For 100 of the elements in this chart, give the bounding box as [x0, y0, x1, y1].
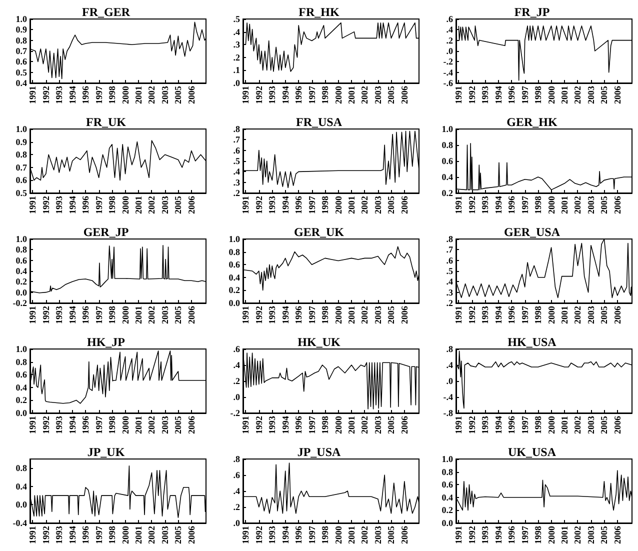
- y-tick-label: 0.5: [16, 67, 28, 78]
- x-tick-label: 2003: [160, 306, 170, 324]
- x-tick-label: 2002: [572, 306, 583, 324]
- x-tick-label: 2006: [612, 416, 622, 434]
- x-tick-label: 2005: [599, 86, 610, 104]
- x-tick-label: 1994: [280, 526, 290, 544]
- x-tick-label: 2002: [146, 416, 157, 434]
- x-tick-label: 1991: [454, 306, 464, 324]
- y-tick-label: .4: [446, 276, 454, 287]
- x-tick-label: 1993: [480, 306, 490, 324]
- chart-title: FR_HK: [298, 5, 340, 19]
- y-tick-label: .2: [446, 298, 454, 308]
- x-tick-label: 2002: [572, 416, 583, 434]
- y-tick-label: -0.4: [12, 518, 28, 528]
- x-tick-label: 1998: [320, 306, 330, 324]
- x-tick-label: 2000: [546, 86, 556, 104]
- x-tick-label: 1992: [466, 86, 477, 104]
- x-tick-label: 1996: [506, 306, 517, 324]
- x-tick-label: 1992: [254, 196, 264, 214]
- x-tick-label: 1994: [280, 86, 290, 104]
- x-tick-label: 2005: [173, 196, 184, 214]
- x-tick-label: 1994: [280, 196, 290, 214]
- x-tick-label: 1998: [320, 196, 330, 214]
- y-tick-label: .4: [233, 360, 240, 370]
- x-tick-label: 1997: [306, 196, 317, 214]
- x-tick-label: 1997: [520, 306, 530, 324]
- x-tick-label: 1993: [267, 306, 278, 324]
- y-tick-label: 1.0: [16, 234, 28, 244]
- x-tick-label: 1997: [306, 526, 317, 544]
- line-series: [30, 22, 206, 80]
- chart-title: HK_JP: [87, 335, 125, 349]
- x-tick-label: 2005: [173, 526, 184, 544]
- y-tick-label: 1.0: [16, 124, 28, 134]
- y-tick-label: .3: [446, 287, 454, 298]
- x-tick-label: 2002: [146, 196, 157, 214]
- x-tick-label: 1992: [40, 526, 51, 544]
- x-tick-label: 2001: [134, 196, 144, 214]
- x-tick-label: 2001: [560, 526, 570, 544]
- x-tick-label: 2002: [572, 86, 583, 104]
- y-tick-label: 0.7: [16, 162, 28, 172]
- y-tick-label: 1.0: [228, 234, 240, 244]
- x-tick-label: 1991: [28, 86, 38, 104]
- x-tick-label: 1997: [306, 306, 317, 324]
- x-tick-label: 2005: [173, 306, 184, 324]
- chart-title: JP_USA: [297, 445, 341, 459]
- x-tick-label: 1991: [28, 196, 38, 214]
- y-tick-label: 0.4: [16, 78, 28, 88]
- x-tick-label: 2003: [586, 196, 596, 214]
- x-tick-label: 2005: [173, 416, 184, 434]
- x-tick-label: 2001: [134, 306, 144, 324]
- x-tick-label: 2001: [134, 86, 144, 104]
- y-tick-label: .5: [233, 14, 240, 24]
- x-tick-label: 1991: [28, 416, 38, 434]
- x-tick-label: 1996: [294, 526, 304, 544]
- x-tick-label: 2002: [146, 526, 157, 544]
- y-tick-label: .0: [233, 518, 240, 528]
- x-tick-label: 1996: [506, 86, 517, 104]
- x-tick-label: 2005: [386, 196, 396, 214]
- x-tick-label: 1993: [54, 526, 64, 544]
- x-tick-label: 2000: [546, 526, 556, 544]
- x-tick-label: 2001: [346, 526, 357, 544]
- chart-title: GER_USA: [504, 225, 560, 239]
- y-tick-label: 0.2: [16, 395, 28, 406]
- y-tick-label: .5: [446, 266, 454, 276]
- y-tick-label: 0.9: [16, 24, 28, 35]
- x-tick-label: 1993: [480, 196, 490, 214]
- x-tick-label: 2000: [546, 306, 556, 324]
- x-tick-label: 2003: [586, 306, 596, 324]
- x-tick-label: 2002: [360, 416, 370, 434]
- x-tick-label: 2006: [612, 86, 622, 104]
- x-tick-label: 1996: [80, 306, 91, 324]
- x-tick-label: 2003: [160, 196, 170, 214]
- y-tick-label: .3: [233, 40, 240, 50]
- line-series: [242, 352, 420, 410]
- x-tick-label: 2003: [586, 416, 596, 434]
- x-tick-label: 1998: [107, 196, 118, 214]
- x-tick-label: 1994: [67, 306, 78, 324]
- y-tick-label: .0: [233, 392, 240, 402]
- x-tick-label: 1992: [466, 196, 477, 214]
- y-tick-label: 0.6: [16, 175, 28, 186]
- chart-title: FR_USA: [296, 115, 342, 129]
- chart-title: UK_USA: [508, 445, 556, 459]
- x-tick-label: 1992: [40, 196, 51, 214]
- x-tick-label: 1991: [240, 86, 251, 104]
- x-tick-label: 1998: [107, 526, 118, 544]
- x-tick-label: 2006: [612, 306, 622, 324]
- x-tick-label: 1991: [454, 196, 464, 214]
- x-tick-label: 1993: [267, 416, 278, 434]
- chart-title: HK_USA: [508, 335, 557, 349]
- y-tick-label: .0: [233, 78, 240, 88]
- x-tick-label: 2005: [173, 86, 184, 104]
- x-tick-label: 2003: [586, 526, 596, 544]
- x-tick-label: 2006: [399, 526, 410, 544]
- x-tick-label: 1996: [80, 86, 91, 104]
- y-tick-label: 0.8: [16, 356, 28, 367]
- x-tick-label: 2000: [120, 416, 130, 434]
- y-tick-label: 0.6: [16, 255, 28, 266]
- y-tick-label: 0.9: [16, 136, 28, 147]
- y-tick-label: 0.8: [442, 140, 454, 150]
- x-tick-label: 1993: [267, 196, 278, 214]
